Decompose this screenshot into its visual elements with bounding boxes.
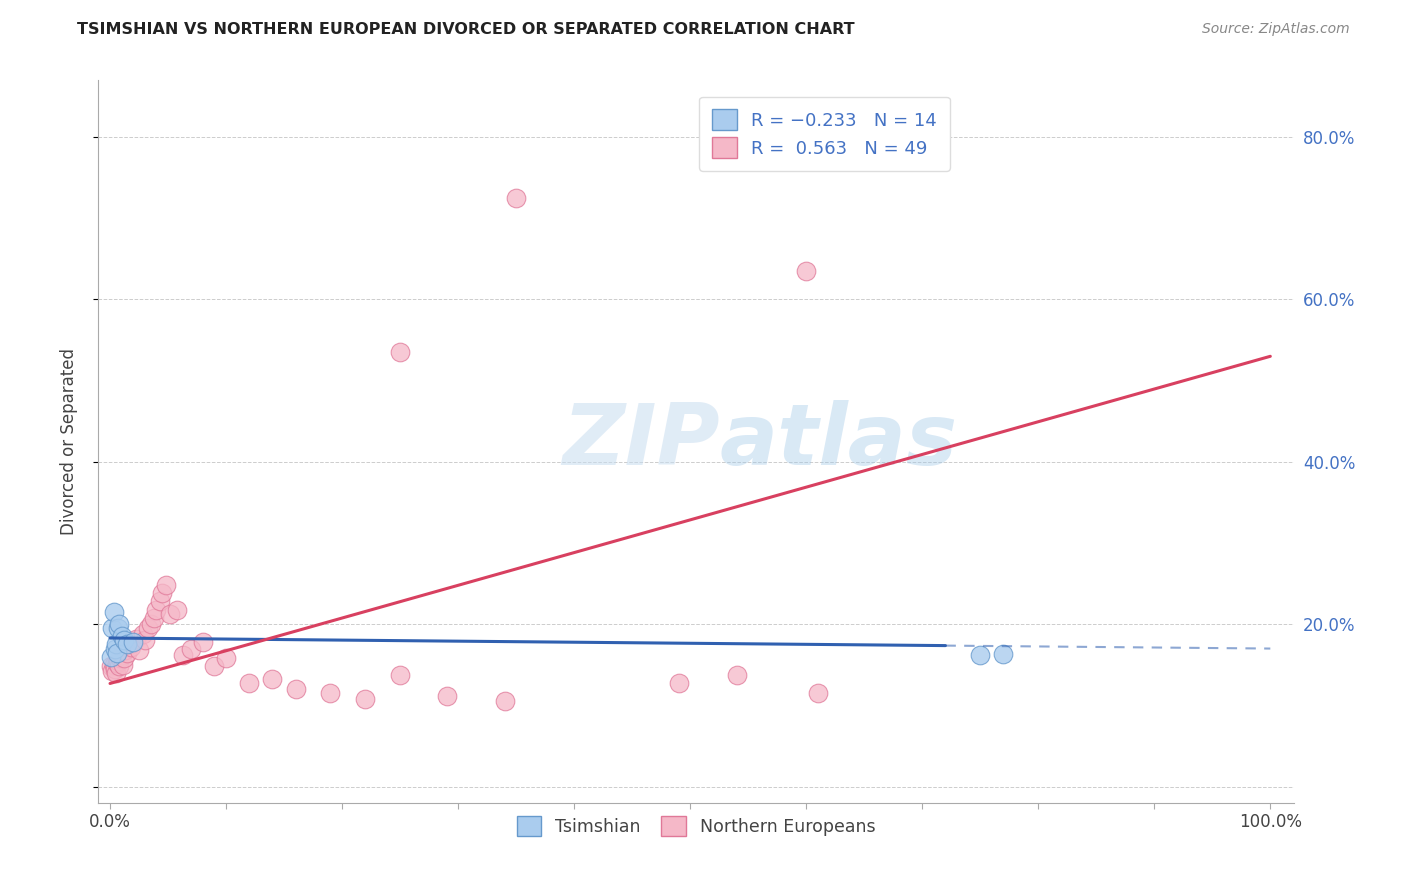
- Point: [725, 667, 748, 681]
- Point: [107, 654, 129, 668]
- Text: TSIMSHIAN VS NORTHERN EUROPEAN DIVORCED OR SEPARATED CORRELATION CHART: TSIMSHIAN VS NORTHERN EUROPEAN DIVORCED …: [77, 22, 855, 37]
- Y-axis label: Divorced or Separated: Divorced or Separated: [59, 348, 77, 535]
- Point: [101, 665, 124, 679]
- Point: [105, 656, 128, 670]
- Point: [505, 191, 527, 205]
- Point: [159, 607, 181, 622]
- Point: [139, 617, 162, 632]
- Point: [114, 643, 136, 657]
- Text: atlas: atlas: [720, 400, 957, 483]
- Point: [134, 633, 156, 648]
- Point: [172, 648, 194, 662]
- Point: [104, 665, 127, 680]
- Point: [131, 627, 153, 641]
- Point: [100, 649, 122, 664]
- Point: [122, 635, 145, 649]
- Legend: Tsimshian, Northern Europeans: Tsimshian, Northern Europeans: [505, 804, 887, 848]
- Point: [969, 648, 991, 662]
- Point: [111, 648, 134, 662]
- Point: [103, 605, 125, 619]
- Point: [807, 686, 830, 700]
- Point: [104, 638, 127, 652]
- Point: [150, 586, 173, 600]
- Point: [238, 675, 260, 690]
- Point: [143, 610, 166, 624]
- Point: [166, 602, 188, 616]
- Text: Source: ZipAtlas.com: Source: ZipAtlas.com: [1202, 22, 1350, 37]
- Point: [149, 594, 172, 608]
- Point: [107, 621, 129, 635]
- Point: [215, 651, 238, 665]
- Text: ZIP: ZIP: [562, 400, 720, 483]
- Point: [100, 659, 122, 673]
- Point: [105, 646, 128, 660]
- Point: [124, 632, 146, 646]
- Point: [108, 617, 131, 632]
- Point: [118, 638, 141, 652]
- Point: [117, 638, 139, 652]
- Point: [111, 629, 134, 643]
- Point: [262, 673, 284, 687]
- Point: [101, 621, 124, 635]
- Point: [122, 635, 145, 649]
- Point: [112, 651, 135, 665]
- Point: [117, 646, 139, 660]
- Point: [494, 694, 516, 708]
- Point: [155, 578, 177, 592]
- Point: [103, 657, 125, 672]
- Point: [145, 602, 167, 616]
- Point: [794, 264, 817, 278]
- Point: [180, 641, 202, 656]
- Point: [319, 686, 342, 700]
- Point: [389, 345, 412, 359]
- Point: [204, 659, 226, 673]
- Point: [191, 635, 214, 649]
- Point: [389, 667, 412, 681]
- Point: [354, 692, 377, 706]
- Point: [128, 643, 150, 657]
- Point: [120, 640, 142, 654]
- Point: [284, 682, 307, 697]
- Point: [112, 633, 135, 648]
- Point: [110, 651, 132, 665]
- Point: [104, 662, 127, 676]
- Point: [104, 641, 127, 656]
- Point: [136, 621, 159, 635]
- Point: [993, 647, 1015, 661]
- Point: [111, 657, 134, 672]
- Point: [668, 675, 690, 690]
- Point: [436, 689, 458, 703]
- Point: [108, 659, 131, 673]
